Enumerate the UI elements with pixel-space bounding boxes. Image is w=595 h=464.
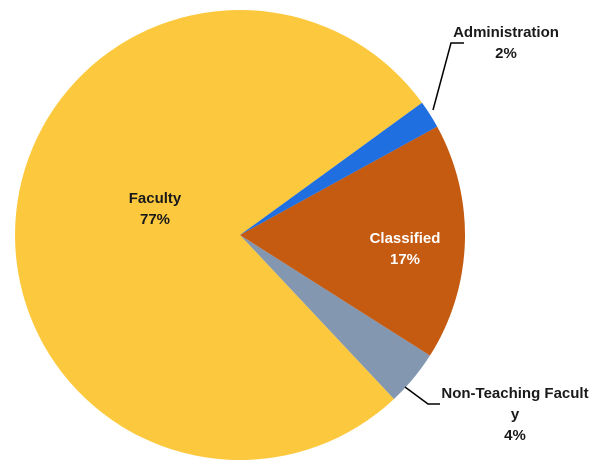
- pie-slice: [240, 102, 438, 235]
- slice-label: Administration 2%: [452, 22, 560, 64]
- slice-label: Classified 17%: [345, 228, 465, 270]
- pie-slice: [240, 126, 466, 356]
- leader-line: [404, 386, 440, 405]
- value-label: 17%: [389, 251, 421, 268]
- pie-slice: [15, 10, 423, 461]
- category-name: Faculty: [128, 190, 182, 207]
- category-name: Non-Teaching Faculty: [441, 385, 589, 423]
- slice-label: Faculty 77%: [100, 188, 210, 230]
- value-label: 77%: [139, 211, 171, 228]
- value-label: 4%: [504, 427, 526, 444]
- pie-slice: [240, 235, 430, 400]
- category-name: Classified: [369, 230, 441, 247]
- value-label: 2%: [495, 45, 517, 62]
- category-name: Administration: [453, 24, 559, 41]
- leader-line: [432, 42, 464, 111]
- slice-label: Non-Teaching Faculty 4%: [440, 383, 590, 446]
